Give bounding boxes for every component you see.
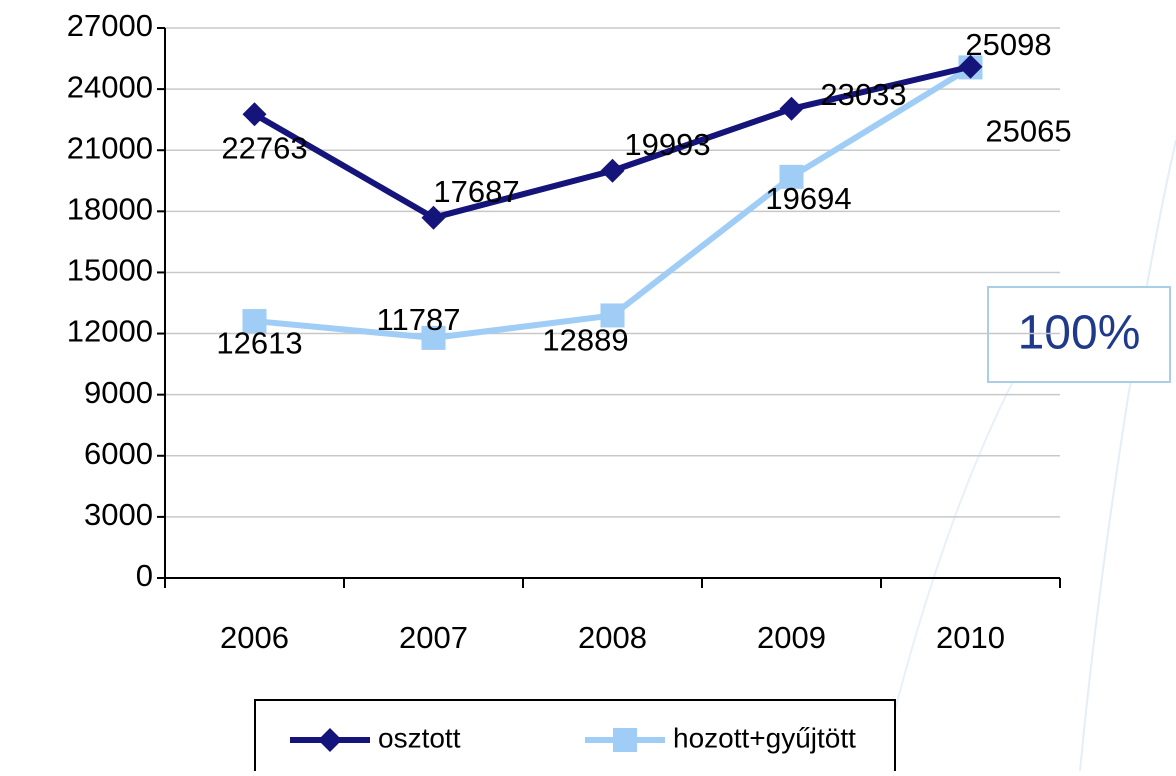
y-tick-label: 9000 <box>84 375 153 410</box>
x-tick-label: 2010 <box>936 620 1005 655</box>
legend-label: hozott+gyűjtött <box>673 722 856 753</box>
marker <box>958 54 983 79</box>
data-label: 12889 <box>542 323 628 358</box>
y-tick-label: 24000 <box>67 69 153 104</box>
y-tick-label: 15000 <box>67 253 153 288</box>
data-label: 11787 <box>377 302 461 337</box>
data-label: 23033 <box>820 77 906 112</box>
data-label: 19694 <box>765 181 851 216</box>
marker <box>421 325 446 350</box>
legend-label: osztott <box>378 722 461 753</box>
data-label: 22763 <box>221 130 307 165</box>
y-tick-label: 27000 <box>67 8 153 43</box>
y-tick-label: 18000 <box>67 192 153 227</box>
marker <box>779 96 804 121</box>
y-tick-label: 6000 <box>84 436 153 471</box>
data-label: 12613 <box>216 325 302 360</box>
data-label: 19993 <box>624 127 710 162</box>
data-label: 25065 <box>985 114 1071 149</box>
marker <box>242 309 267 334</box>
decoration <box>1079 139 1176 772</box>
x-tick-label: 2009 <box>757 620 826 655</box>
y-tick-label: 3000 <box>84 497 153 532</box>
annotation-box <box>987 286 1171 383</box>
legend-marker <box>318 728 342 752</box>
marker <box>600 158 625 183</box>
legend-marker <box>613 728 637 752</box>
y-tick-label: 21000 <box>67 130 153 165</box>
data-label: 25098 <box>965 27 1051 62</box>
marker <box>242 102 267 127</box>
y-tick-label: 0 <box>136 558 153 593</box>
marker <box>779 164 804 189</box>
x-tick-label: 2008 <box>578 620 647 655</box>
marker <box>421 205 446 230</box>
marker <box>600 303 625 328</box>
y-tick-label: 12000 <box>67 314 153 349</box>
x-tick-label: 2007 <box>399 620 468 655</box>
data-label: 17687 <box>433 174 519 209</box>
x-tick-label: 2006 <box>220 620 289 655</box>
